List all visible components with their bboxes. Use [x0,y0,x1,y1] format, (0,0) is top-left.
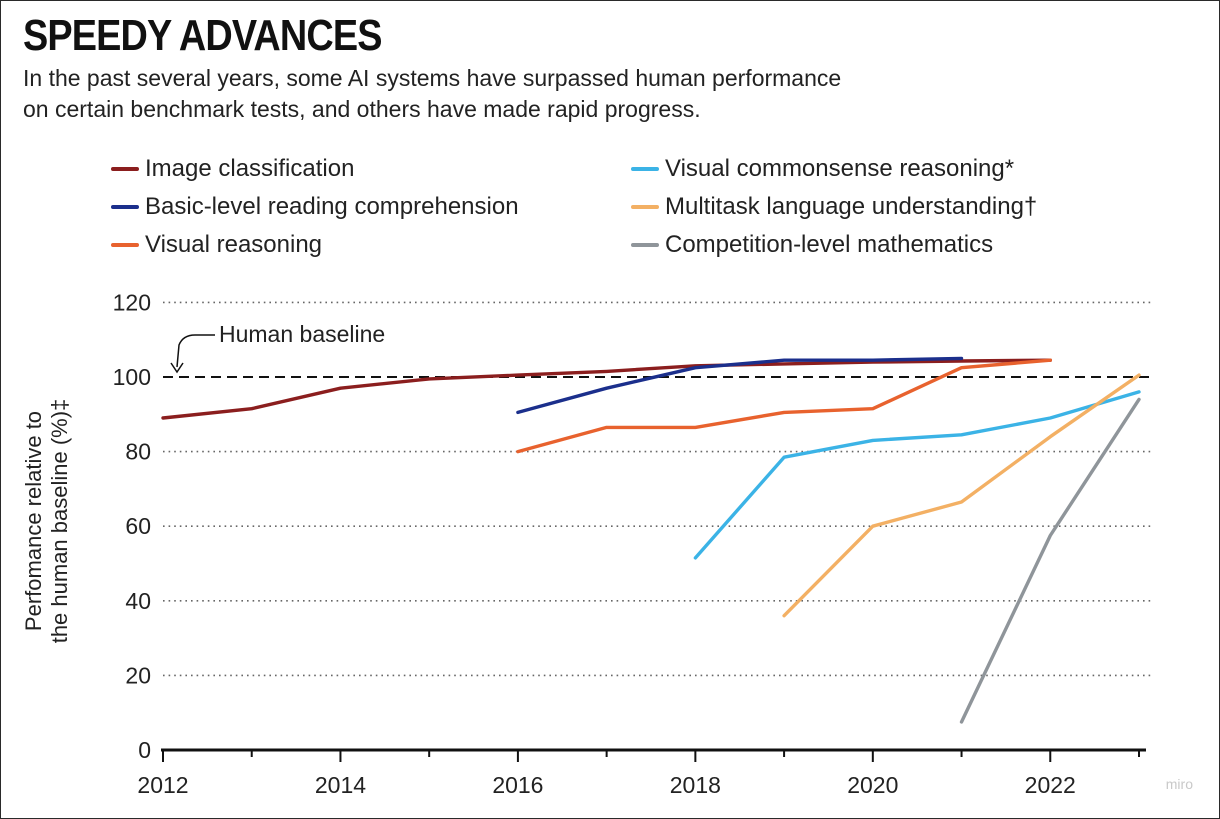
subtitle-line-1: In the past several years, some AI syste… [23,65,842,91]
baseline-callout-leader [176,334,215,368]
legend-item-competition-math: Competition-level mathematics [631,230,993,260]
legend-label-competition-math: Competition-level mathematics [665,231,994,258]
series-line-3 [693,390,1141,560]
y-tick-label: 80 [125,439,151,465]
series-line-5 [959,397,1141,724]
legend-swatch-image-classification [111,167,139,171]
legend-item-multitask-language: Multitask language understanding† [631,192,1037,222]
legend-swatch-multitask-language [631,205,659,209]
series-line-4 [782,373,1141,618]
x-tick-label: 2018 [670,772,721,798]
legend-item-visual-commonsense: Visual commonsense reasoning* [631,154,1014,184]
series-line-0 [161,358,1053,420]
legend-swatch-visual-commonsense [631,167,659,171]
legend-item-visual-reasoning: Visual reasoning [111,230,322,260]
chart-subtitle: In the past several years, some AI syste… [23,63,1083,125]
x-tick-label: 2020 [847,772,898,798]
y-tick-label: 0 [138,737,151,763]
y-tick-label: 60 [125,513,151,539]
subtitle-line-2: on certain benchmark tests, and others h… [23,96,701,122]
legend-swatch-competition-math [631,243,659,247]
legend-swatch-visual-reasoning [111,243,139,247]
series-line-1 [516,356,964,415]
legend-label-visual-commonsense: Visual commonsense reasoning* [665,155,1015,182]
legend-label-reading-comprehension: Basic-level reading comprehension [145,193,519,220]
legend-swatch-reading-comprehension [111,205,139,209]
legend-item-image-classification: Image classification [111,154,354,184]
legend-label-visual-reasoning: Visual reasoning [145,231,323,258]
x-tick-label: 2014 [315,772,366,798]
x-tick-label: 2016 [492,772,543,798]
y-tick-label: 100 [113,364,151,390]
human-baseline-label: Human baseline [219,321,385,347]
y-tick-label: 40 [125,588,151,614]
y-tick-label: 20 [125,662,151,688]
y-tick-label: 120 [113,289,151,315]
series-line-2 [516,358,1053,454]
legend-item-reading-comprehension: Basic-level reading comprehension [111,192,519,222]
chart-title: SPEEDY ADVANCES [23,11,382,60]
x-tick-label: 2012 [137,772,188,798]
baseline-callout-arrowhead [170,362,184,374]
x-tick-label: 2022 [1025,772,1076,798]
legend-label-multitask-language: Multitask language understanding† [665,193,1038,220]
legend-label-image-classification: Image classification [145,155,355,182]
watermark: miro [1165,776,1193,792]
